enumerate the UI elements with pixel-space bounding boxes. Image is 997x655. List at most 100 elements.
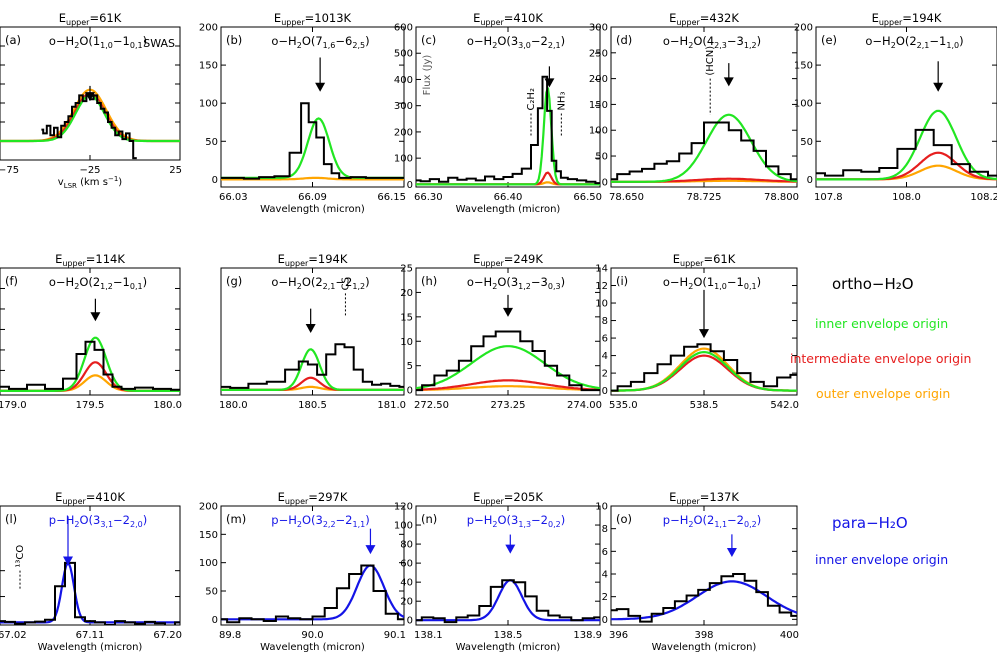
y-tick-label: 14 <box>595 264 608 275</box>
transition-label: o−H2O(11,0−10,1) <box>49 34 147 50</box>
transition-label: o−H2O(71,6−62,5) <box>271 34 369 50</box>
energy-title: Eupper=194K <box>278 252 348 268</box>
panel-o: 396 398 400 0 2 4 6 8 10 Eupper=137K (o) p−H2O(21,1… <box>595 490 799 653</box>
x-tick-label: 138.9 <box>573 630 602 641</box>
panel-n: 138.1 138.5 138.9 0 20 40 60 80 100 120 Eupper=205… <box>394 490 602 653</box>
y-tick-label: 200 <box>794 23 813 34</box>
y-tick-label: 25 <box>400 264 413 275</box>
y-tick-label: 300 <box>394 101 413 112</box>
observed-spectrum <box>416 579 600 624</box>
model-curve-2 <box>416 87 600 186</box>
model-curve-1 <box>221 117 404 179</box>
panel-d: 78.650 78.725 78.800 0 50 100 150 200 250 300 Eupp… <box>589 11 799 203</box>
y-tick-label: 50 <box>800 137 813 148</box>
x-tick-label: 78.650 <box>609 192 644 203</box>
y-tick-label: 0 <box>407 180 413 191</box>
x-tick-label: 181.0 <box>377 400 406 411</box>
panel-label: (b) <box>226 33 242 47</box>
transition-label: p−H2O(31,3−20,2) <box>467 513 565 529</box>
x-tick-label: 67.20 <box>153 630 182 641</box>
legend-para-entry-inner: inner envelope origin <box>815 552 949 567</box>
model-curves <box>611 113 797 183</box>
panel-g: 180.0 180.5 181.0 Eupper=194K (g) o−H2O(22,1−… <box>219 252 406 411</box>
y-tick-label: 200 <box>199 23 218 34</box>
x-tick-label: 66.30 <box>414 192 443 203</box>
y-tick-label: 100 <box>794 99 813 110</box>
model-curves <box>416 330 600 392</box>
y-tick-label: 2 <box>602 592 608 603</box>
model-curve-2 <box>221 348 404 391</box>
x-axis-label: Wavelength (micron) <box>260 642 365 653</box>
x-tick-label: 398 <box>694 630 713 641</box>
y-tick-label: 100 <box>394 154 413 165</box>
x-tick-label: 78.725 <box>687 192 722 203</box>
feature-marker-label: CS <box>340 277 351 290</box>
panel-l: 67.0267.1167.200100200Eupper=410K(l)p−H2… <box>0 490 182 653</box>
panel-e: 107.8 108.0 108.2 0 50 100 150 200 Eupper=194K (e… <box>794 11 997 203</box>
y-tick-label: 40 <box>400 578 413 589</box>
transition-label: o−H2O(33,0−22,1) <box>467 34 565 50</box>
model-curves <box>0 561 180 625</box>
model-curve-0 <box>611 580 797 621</box>
x-tick-label: 180.0 <box>153 400 182 411</box>
energy-title: Eupper=410K <box>55 490 125 506</box>
panel-label: (c) <box>421 33 436 47</box>
observed-spectrum <box>0 561 180 625</box>
x-axis-label: vLSR (km s−1) <box>58 175 122 190</box>
instrument-annotation: SWAS <box>143 37 175 50</box>
y-tick-label: 100 <box>394 521 413 532</box>
panel-label: (g) <box>226 274 242 288</box>
x-tick-label: 273.25 <box>491 400 526 411</box>
x-tick-label: 274.00 <box>567 400 602 411</box>
model-curves <box>611 573 797 623</box>
y-axis-label: Flux (Jy) <box>422 55 433 96</box>
transition-label: p−H2O(21,1−20,2) <box>663 513 761 529</box>
y-tick-label: 600 <box>394 23 413 34</box>
y-tick-label: 4 <box>602 570 608 581</box>
x-axis-label: Wavelength (micron) <box>456 642 561 653</box>
y-tick-label: 4 <box>602 351 608 362</box>
y-tick-label: 12 <box>595 281 608 292</box>
panel-label: (n) <box>421 512 437 526</box>
energy-title: Eupper=249K <box>473 252 543 268</box>
x-axis-label: Wavelength (micron) <box>38 642 143 653</box>
y-tick-label: 5 <box>407 361 413 372</box>
model-curve-0 <box>221 564 404 621</box>
observed-spectrum <box>816 128 997 177</box>
y-tick-label: 250 <box>589 48 608 59</box>
line-arrow-head <box>305 324 316 334</box>
model-curve-0 <box>416 385 600 391</box>
line-arrow-head <box>723 77 734 87</box>
energy-title: Eupper=194K <box>872 11 942 27</box>
y-tick-label: 150 <box>794 61 813 72</box>
legend-ortho-entry-outer: outer envelope origin <box>816 386 951 401</box>
x-tick-label: 78.800 <box>764 192 799 203</box>
y-tick-label: 500 <box>394 49 413 60</box>
observed-spectrum <box>611 343 797 392</box>
panel-label: (i) <box>616 274 628 288</box>
legend-para-title: para−H₂O <box>832 514 908 532</box>
line-arrow-head <box>726 548 737 557</box>
y-tick-label: 0 <box>407 616 413 627</box>
energy-title: Eupper=1013K <box>274 11 352 27</box>
x-tick-label: 108.0 <box>892 192 921 203</box>
y-tick-label: 50 <box>205 587 218 598</box>
y-tick-label: 6 <box>602 547 608 558</box>
line-arrow-head <box>699 329 709 339</box>
x-tick-label: 138.5 <box>494 630 523 641</box>
x-tick-label: 542.0 <box>770 400 799 411</box>
y-tick-label: 0 <box>212 615 218 626</box>
panel-m: 89.8 90.0 90.1 0 50 100 150 200 Eupper=297K (m) p−… <box>199 490 406 653</box>
y-tick-label: 100 <box>199 558 218 569</box>
model-curves <box>221 564 404 624</box>
legend-ortho-entry-inner: inner envelope origin <box>815 316 949 331</box>
x-tick-label: 90.0 <box>301 630 323 641</box>
observed-spectrum <box>611 121 797 181</box>
y-tick-label: 200 <box>394 127 413 138</box>
panel-label: (m) <box>226 512 246 526</box>
x-tick-label: 272.50 <box>414 400 449 411</box>
panel-f: 179.0179.5180.0050100150200250300Eupper=… <box>0 252 182 411</box>
transition-label: o−H2O(42,3−31,2) <box>663 34 761 50</box>
observed-spectrum <box>611 573 797 623</box>
